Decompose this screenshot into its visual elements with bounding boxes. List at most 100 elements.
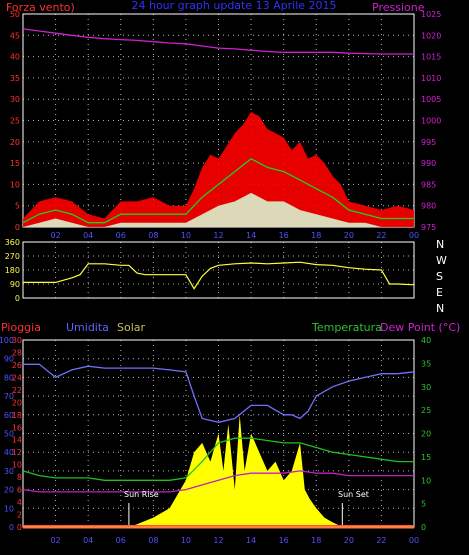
wind_avg-line: [22, 158, 414, 224]
wind-tick-label: 15: [10, 159, 20, 168]
wind-x-tick-label: 20: [344, 231, 354, 240]
climate-x-tick-label: 00: [409, 536, 419, 545]
dewpoint-line: [22, 470, 414, 493]
climate-x-tick-label: 02: [50, 536, 60, 545]
rain-tick-label: 12: [12, 448, 22, 457]
rain-tick-label: 22: [12, 386, 22, 395]
rain-tick-label: 6: [17, 486, 22, 495]
wind-tick-label: 35: [10, 74, 20, 83]
climate-x-tick-label: 22: [376, 536, 386, 545]
wind-x-tick-label: 02: [50, 231, 60, 240]
wind-x-tick-label: 08: [148, 231, 158, 240]
pressure-tick-label: 990: [421, 159, 436, 168]
climate-x-tick-label: 10: [181, 536, 191, 545]
rain-tick-label: 30: [12, 336, 22, 345]
wind-tick-label: 40: [10, 53, 20, 62]
pressure-tick-label: 1000: [421, 117, 441, 126]
wind-panel: 0510152025303540455097598098599099510001…: [10, 10, 442, 240]
climate-x-tick-label: 06: [116, 536, 126, 545]
humidity-tick-label: 80: [4, 373, 14, 382]
rain-tick-label: 4: [17, 498, 22, 507]
wind-axis-label: Forza vento): [6, 1, 75, 14]
gust-area: [23, 112, 414, 227]
climate-x-tick-label: 12: [213, 536, 223, 545]
climate-panel: 0102030405060708090100024681012141618202…: [0, 336, 431, 545]
wind-x-tick-label: 04: [83, 231, 93, 240]
humidity-tick-label: 90: [4, 355, 14, 364]
pressure-tick-label: 980: [421, 202, 436, 211]
temperature-line: [22, 437, 414, 481]
wind-x-tick-label: 06: [116, 231, 126, 240]
climate-x-tick-label: 20: [344, 536, 354, 545]
direction-tick-label: 360: [5, 238, 20, 247]
rain-tick-label: 0: [17, 523, 22, 532]
rain-tick-label: 10: [12, 461, 22, 470]
pressure-line: [22, 28, 414, 55]
temperature-tick-label: 10: [421, 476, 431, 485]
rain-label: Pioggia: [1, 321, 41, 334]
pressure-tick-label: 1025: [421, 10, 441, 19]
dir-label-n2: N: [436, 302, 444, 315]
temperature-tick-label: 20: [421, 430, 431, 439]
temperature-tick-label: 30: [421, 383, 431, 392]
chart-title: 24 hour graph update 13 Aprile 2015: [131, 0, 336, 12]
direction-tick-label: 270: [5, 252, 20, 261]
wind-x-tick-label: 10: [181, 231, 191, 240]
temperature-tick-label: 35: [421, 359, 431, 368]
rain-tick-label: 2: [17, 511, 22, 520]
rain-tick-label: 18: [12, 411, 22, 420]
wind-x-tick-label: 12: [213, 231, 223, 240]
dir-label-e: E: [436, 286, 443, 299]
wind-tick-label: 50: [10, 10, 20, 19]
humidity-line: [23, 363, 415, 423]
humidity-tick-label: 20: [4, 486, 14, 495]
humidity-tick-label: 100: [0, 336, 14, 345]
humidity-tick-label: 30: [4, 467, 14, 476]
wind-x-tick-label: 18: [311, 231, 321, 240]
sunrise-label: Sun Rise: [124, 490, 159, 499]
wind-tick-label: 5: [15, 202, 20, 211]
climate-x-tick-label: 08: [148, 536, 158, 545]
pressure-axis-label: Pressione: [372, 1, 425, 14]
direction-line: [23, 261, 415, 290]
rain-tick-label: 20: [12, 398, 22, 407]
rain-tick-label: 28: [12, 348, 22, 357]
wind-tick-label: 30: [10, 95, 20, 104]
humidity-tick-label: 0: [9, 523, 14, 532]
wind-x-tick-label: 14: [246, 231, 256, 240]
temperature-tick-label: 40: [421, 336, 431, 345]
humidity-tick-label: 50: [4, 430, 14, 439]
climate-x-tick-label: 18: [311, 536, 321, 545]
wind-x-tick-label: 22: [376, 231, 386, 240]
sunset-label: Sun Set: [338, 490, 369, 499]
dir-label-w: W: [436, 254, 447, 267]
direction-panel: 0 90 180 270 360: [5, 238, 415, 303]
rain-tick-label: 14: [12, 436, 22, 445]
pressure-tick-label: 985: [421, 180, 436, 189]
direction-tick-label: 180: [5, 266, 20, 275]
wind-tick-label: 45: [10, 31, 20, 40]
wind-low-area: [23, 192, 414, 227]
climate-x-tick-label: 14: [246, 536, 256, 545]
rain-tick-label: 24: [12, 373, 22, 382]
rain-tick-label: 26: [12, 361, 22, 370]
temperature-tick-label: 25: [421, 406, 431, 415]
rain-tick-label: 8: [17, 473, 22, 482]
wind-tick-label: 10: [10, 180, 20, 189]
wind-tick-label: 20: [10, 138, 20, 147]
temperature-label: Temperatura: [311, 321, 382, 334]
pressure-tick-label: 1005: [421, 95, 441, 104]
direction-tick-label: 90: [10, 280, 20, 289]
wind-x-tick-label: 00: [409, 231, 419, 240]
wind-tick-label: 25: [10, 117, 20, 126]
rain-tick-label: 16: [12, 423, 22, 432]
climate-x-tick-label: 16: [279, 536, 289, 545]
solar-area: [128, 414, 343, 527]
humidity-tick-label: 10: [4, 504, 14, 513]
humidity-label: Umidita: [66, 321, 109, 334]
dir-label-n1: N: [436, 238, 444, 251]
wind-x-tick-label: 16: [279, 231, 289, 240]
temperature-tick-label: 5: [421, 500, 426, 509]
temperature-tick-label: 15: [421, 453, 431, 462]
